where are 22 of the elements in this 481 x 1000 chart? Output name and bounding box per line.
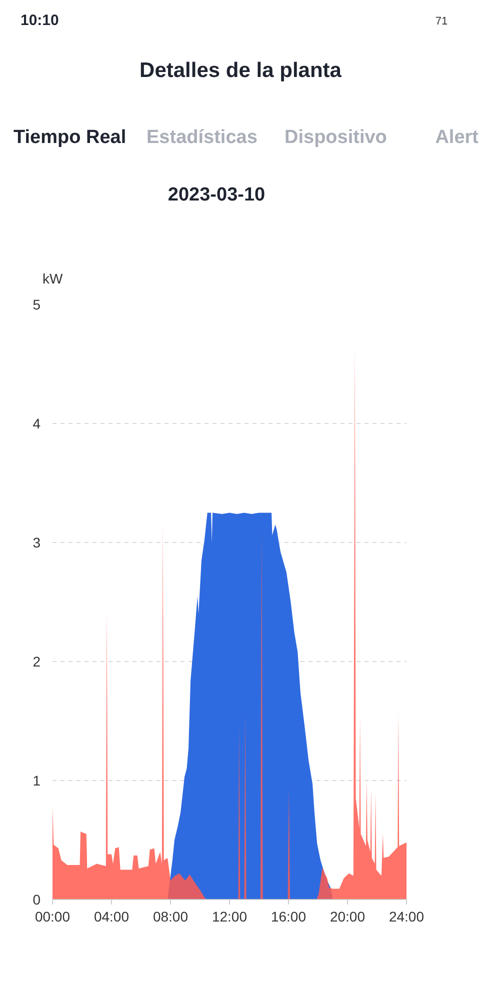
y-axis-title: kW — [42, 270, 64, 286]
y-tick-label: 2 — [32, 654, 41, 670]
x-tick-label: 20:00 — [330, 908, 366, 924]
text: Alert — [435, 127, 480, 148]
x-tick-label: 16:00 — [270, 908, 306, 924]
text: Dispositivo — [284, 127, 387, 148]
chart-subtitle: 2023-03-10 — [168, 184, 266, 206]
x-tick-label: 12:00 — [212, 908, 248, 924]
x-tick-label: 00:00 — [34, 908, 70, 924]
y-tick-label: 5 — [32, 296, 41, 312]
y-tick-label: 0 — [32, 892, 41, 908]
x-tick-label: 24:00 — [388, 908, 424, 924]
x-tick-label: 04:00 — [94, 908, 130, 924]
text: Estadísticas — [146, 127, 258, 148]
y-tick-label: 1 — [32, 772, 41, 788]
y-tick-label: 3 — [32, 534, 41, 550]
x-tick-label: 08:00 — [152, 908, 188, 924]
text: 71 — [435, 16, 448, 28]
text: Tiempo Real — [14, 127, 126, 148]
y-tick-label: 4 — [32, 416, 41, 432]
chart-title: Detalles de la planta — [140, 59, 342, 82]
text: 10:10 — [20, 12, 59, 29]
